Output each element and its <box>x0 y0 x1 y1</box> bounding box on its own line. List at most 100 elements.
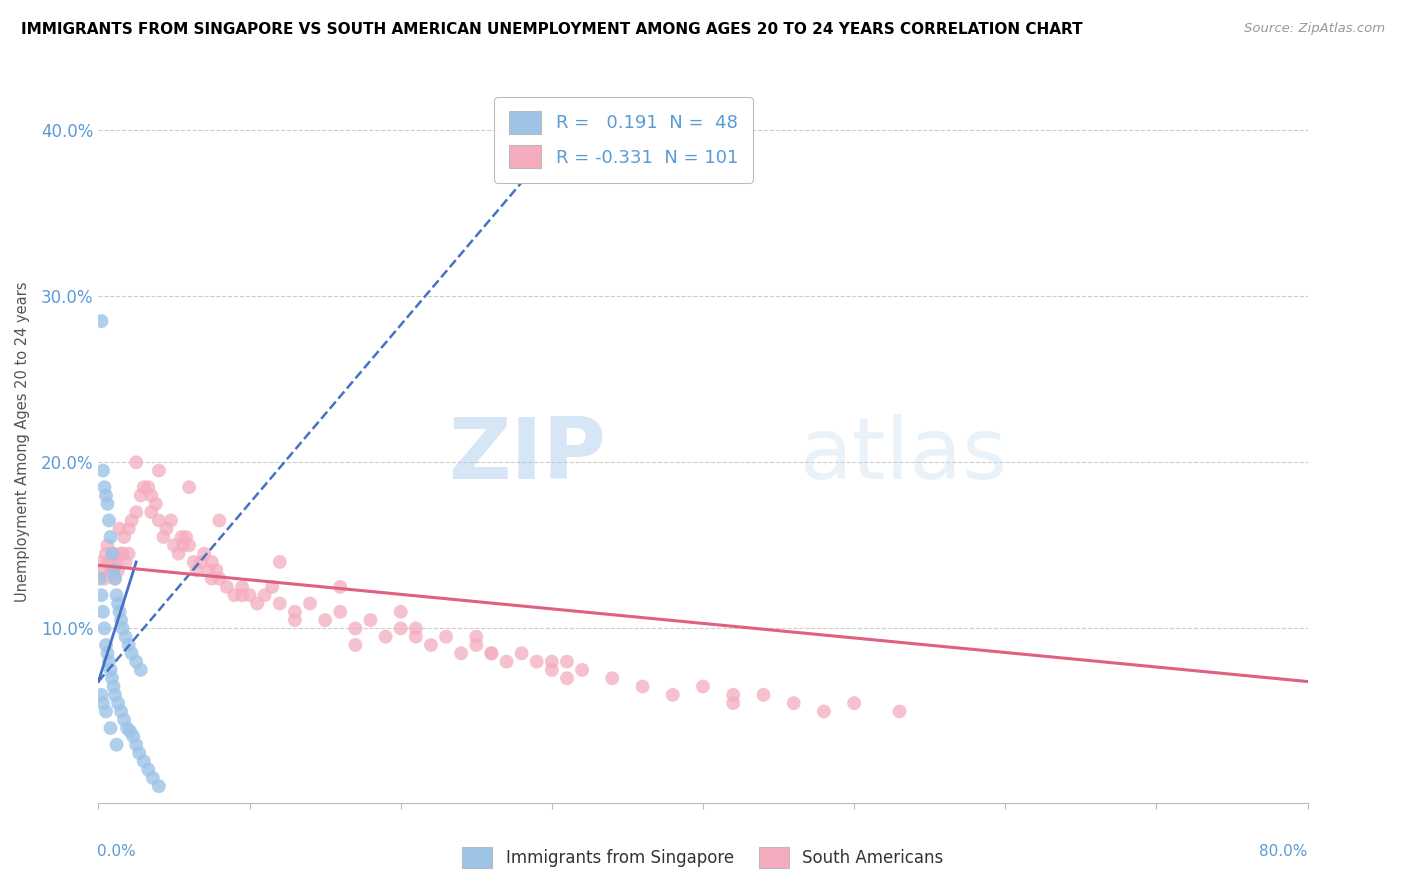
Point <box>783 696 806 710</box>
Point <box>104 688 127 702</box>
Point <box>96 497 118 511</box>
Point <box>215 580 238 594</box>
Point <box>94 705 117 719</box>
Point <box>752 688 775 702</box>
Point <box>374 630 396 644</box>
Point <box>205 563 228 577</box>
Point <box>269 555 291 569</box>
Point <box>105 738 128 752</box>
Point <box>174 530 197 544</box>
Point <box>107 696 129 710</box>
Point <box>121 513 143 527</box>
Point <box>186 563 208 577</box>
Point <box>510 646 533 660</box>
Point <box>329 580 352 594</box>
Point <box>723 696 745 710</box>
Point <box>148 513 170 527</box>
Point <box>110 705 132 719</box>
Text: IMMIGRANTS FROM SINGAPORE VS SOUTH AMERICAN UNEMPLOYMENT AMONG AGES 20 TO 24 YEA: IMMIGRANTS FROM SINGAPORE VS SOUTH AMERI… <box>21 22 1083 37</box>
Point <box>98 655 121 669</box>
Point <box>94 489 117 503</box>
Point <box>170 530 193 544</box>
Point <box>141 505 163 519</box>
Point <box>495 655 517 669</box>
Point <box>136 763 159 777</box>
Legend: Immigrants from Singapore, South Americans: Immigrants from Singapore, South America… <box>456 840 950 875</box>
Point <box>201 555 224 569</box>
Point <box>103 563 125 577</box>
Point <box>208 572 231 586</box>
Point <box>284 613 307 627</box>
Point <box>108 522 131 536</box>
Point <box>90 555 112 569</box>
Point <box>253 588 276 602</box>
Point <box>100 663 122 677</box>
Point <box>231 580 253 594</box>
Point <box>100 530 122 544</box>
Point <box>555 671 578 685</box>
Point <box>813 705 835 719</box>
Point <box>160 513 183 527</box>
Text: Source: ZipAtlas.com: Source: ZipAtlas.com <box>1244 22 1385 36</box>
Point <box>103 680 125 694</box>
Point <box>142 771 165 785</box>
Point <box>269 597 291 611</box>
Point <box>125 738 148 752</box>
Point <box>101 547 124 561</box>
Point <box>197 563 219 577</box>
Point <box>420 638 443 652</box>
Point <box>101 555 124 569</box>
Point <box>190 555 212 569</box>
Point <box>631 680 654 694</box>
Point <box>91 563 114 577</box>
Y-axis label: Unemployment Among Ages 20 to 24 years: Unemployment Among Ages 20 to 24 years <box>15 281 30 602</box>
Point <box>193 547 215 561</box>
Point <box>284 605 307 619</box>
Point <box>405 630 427 644</box>
Point <box>107 563 129 577</box>
Point <box>450 646 472 660</box>
Point <box>465 638 488 652</box>
Point <box>132 754 155 768</box>
Point <box>155 522 177 536</box>
Point <box>103 547 125 561</box>
Point <box>389 605 412 619</box>
Point <box>93 621 115 635</box>
Point <box>481 646 503 660</box>
Point <box>145 497 167 511</box>
Point <box>91 696 114 710</box>
Point <box>132 480 155 494</box>
Point <box>125 455 148 469</box>
Point <box>115 721 138 735</box>
Point <box>107 597 129 611</box>
Point <box>90 314 112 328</box>
Point <box>101 671 124 685</box>
Point <box>114 555 136 569</box>
Point <box>129 489 152 503</box>
Point <box>661 688 683 702</box>
Point <box>405 621 427 635</box>
Point <box>136 480 159 494</box>
Point <box>148 464 170 478</box>
Point <box>89 572 111 586</box>
Point <box>121 646 143 660</box>
Point <box>299 597 322 611</box>
Point <box>540 655 562 669</box>
Text: 0.0%: 0.0% <box>97 845 135 859</box>
Point <box>118 638 141 652</box>
Point <box>344 638 367 652</box>
Point <box>163 538 186 552</box>
Point <box>111 621 134 635</box>
Point <box>91 605 114 619</box>
Point <box>100 563 122 577</box>
Text: atlas: atlas <box>800 415 1008 498</box>
Point <box>128 746 150 760</box>
Point <box>481 646 503 660</box>
Point <box>112 530 135 544</box>
Point <box>111 547 134 561</box>
Point <box>183 555 205 569</box>
Point <box>314 613 336 627</box>
Point <box>141 489 163 503</box>
Point <box>108 605 131 619</box>
Point <box>93 480 115 494</box>
